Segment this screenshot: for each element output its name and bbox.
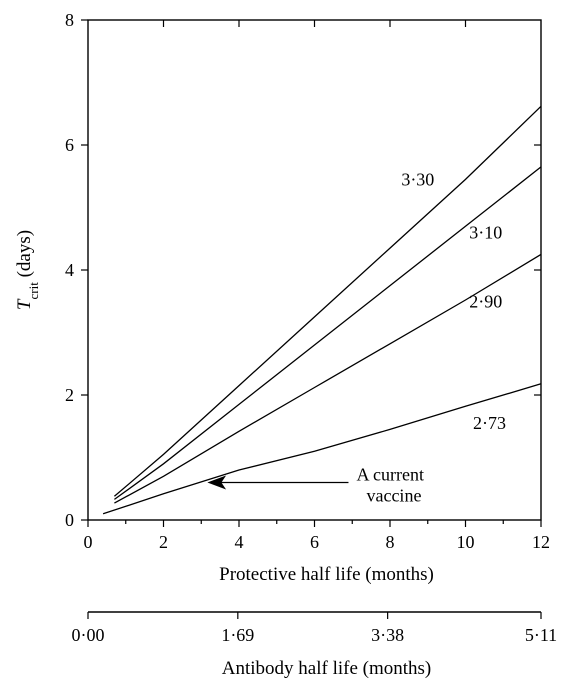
series-line xyxy=(114,166,542,500)
y-tick-label: 2 xyxy=(65,385,74,405)
x-tick-label: 10 xyxy=(457,532,475,552)
secondary-axis-group: 0·00 1·69 3·38 5·11 Antibody half life (mont… xyxy=(72,611,557,679)
x-tick-label: 12 xyxy=(532,532,550,552)
secondary-tick-label: 3·38 xyxy=(371,625,404,645)
annotation-text: A current xyxy=(356,465,423,485)
x-tick-label: 2 xyxy=(159,532,168,552)
x-tick-label: 4 xyxy=(235,532,244,552)
series-line xyxy=(113,105,542,497)
y-axis-label-subscript: crit xyxy=(26,282,41,300)
y-tick-label: 4 xyxy=(65,260,74,280)
x-tick-label: 6 xyxy=(310,532,319,552)
secondary-axis-label: Antibody half life (months) xyxy=(222,658,432,679)
y-tick-label: 6 xyxy=(65,135,74,155)
labels-group: 3·30 3·10 2·90 2·73 xyxy=(401,169,506,433)
plot-frame xyxy=(87,19,542,521)
series-line xyxy=(114,253,542,504)
secondary-tick-label: 0·00 xyxy=(72,625,105,645)
x-tick-label: 8 xyxy=(386,532,395,552)
annotation-text: vaccine xyxy=(366,486,421,506)
series-label: 3·30 xyxy=(401,169,434,189)
x-tick-label: 0 xyxy=(84,532,93,552)
series-label: 2·73 xyxy=(473,413,506,433)
series-label: 3·10 xyxy=(469,223,502,243)
series-line xyxy=(102,383,542,515)
y-axis-label-unit: (days) xyxy=(14,230,35,282)
x-axis-label: Protective half life (months) xyxy=(219,564,434,585)
annotation-arrow-head xyxy=(207,475,227,490)
y-tick-label: 0 xyxy=(65,510,74,530)
series-label: 2·90 xyxy=(469,291,502,311)
chart-axes: 0 2 4 6 8 10 12 0 2 4 6 8 Protective half life (mont… xyxy=(14,10,550,585)
y-axis-label-main: T xyxy=(14,298,35,310)
y-tick-label: 8 xyxy=(65,10,74,30)
secondary-tick-label: 5·11 xyxy=(525,625,557,645)
y-axis-label: Tcrit (days) xyxy=(14,230,41,310)
secondary-tick-label: 1·69 xyxy=(221,625,254,645)
series-group xyxy=(102,105,542,515)
